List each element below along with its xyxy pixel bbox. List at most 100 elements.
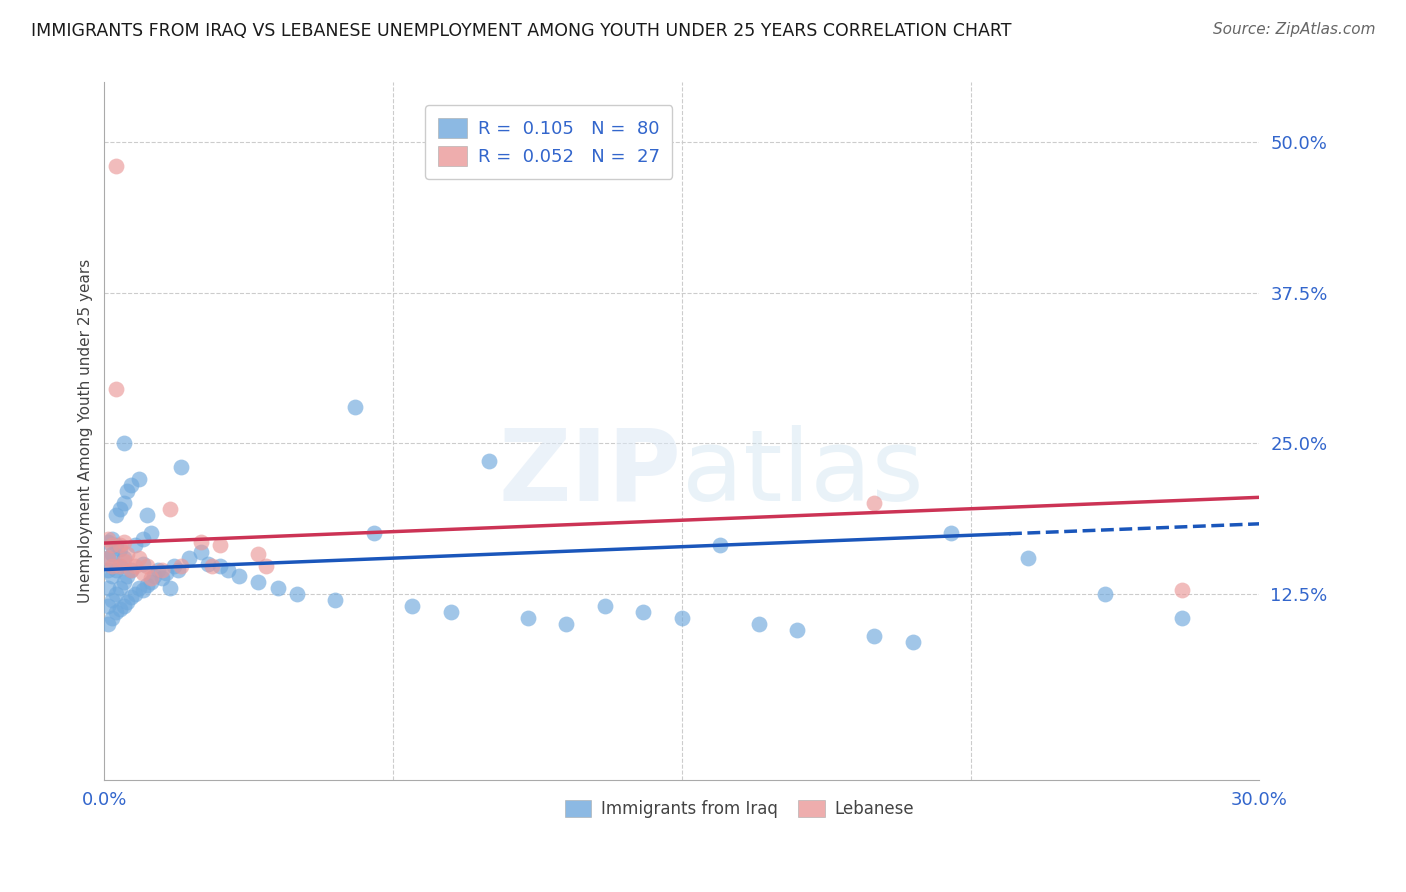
Point xyxy=(112,554,135,568)
Point xyxy=(120,478,142,492)
Point xyxy=(135,508,157,523)
Point xyxy=(97,550,120,565)
Point xyxy=(159,502,181,516)
Text: IMMIGRANTS FROM IRAQ VS LEBANESE UNEMPLOYMENT AMONG YOUTH UNDER 25 YEARS CORRELA: IMMIGRANTS FROM IRAQ VS LEBANESE UNEMPLO… xyxy=(31,22,1011,40)
Point xyxy=(112,496,135,510)
Point xyxy=(254,558,277,573)
Point xyxy=(1094,587,1116,601)
Point xyxy=(343,400,366,414)
Point xyxy=(120,563,142,577)
Point xyxy=(124,587,146,601)
Point xyxy=(97,599,120,613)
Point xyxy=(104,587,127,601)
Point xyxy=(101,547,124,561)
Point xyxy=(104,382,127,396)
Point xyxy=(190,534,212,549)
Point xyxy=(128,581,150,595)
Point xyxy=(112,436,135,450)
Text: ZIP: ZIP xyxy=(499,425,682,522)
Point xyxy=(163,558,186,573)
Point xyxy=(101,592,124,607)
Point xyxy=(748,616,770,631)
Point xyxy=(786,623,808,637)
Point xyxy=(228,568,250,582)
Point xyxy=(104,563,127,577)
Point xyxy=(112,550,135,565)
Point xyxy=(139,571,162,585)
Point xyxy=(117,484,139,499)
Point xyxy=(863,629,886,643)
Point xyxy=(108,502,131,516)
Point xyxy=(117,568,139,582)
Point xyxy=(139,574,162,589)
Point xyxy=(139,526,162,541)
Point xyxy=(128,550,150,565)
Point xyxy=(155,566,177,581)
Point xyxy=(325,592,347,607)
Point xyxy=(135,578,157,592)
Point xyxy=(101,539,124,553)
Point xyxy=(363,526,385,541)
Point xyxy=(285,587,308,601)
Point xyxy=(97,550,120,565)
Point xyxy=(201,558,224,573)
Point xyxy=(555,616,578,631)
Point xyxy=(97,563,120,577)
Point xyxy=(208,558,231,573)
Point xyxy=(148,563,170,577)
Point xyxy=(401,599,423,613)
Point xyxy=(132,533,155,547)
Point xyxy=(132,557,155,571)
Point xyxy=(863,496,886,510)
Point xyxy=(150,563,173,577)
Point xyxy=(97,581,120,595)
Point xyxy=(132,582,155,597)
Point xyxy=(266,581,288,595)
Point xyxy=(128,472,150,486)
Point xyxy=(104,539,127,553)
Point xyxy=(117,595,139,609)
Point xyxy=(97,534,120,549)
Point xyxy=(197,557,219,571)
Y-axis label: Unemployment Among Youth under 25 years: Unemployment Among Youth under 25 years xyxy=(79,259,93,603)
Point xyxy=(177,550,200,565)
Point xyxy=(112,534,135,549)
Point xyxy=(132,566,155,581)
Point xyxy=(633,605,655,619)
Point xyxy=(117,547,139,561)
Point xyxy=(516,611,538,625)
Point xyxy=(709,539,731,553)
Legend: Immigrants from Iraq, Lebanese: Immigrants from Iraq, Lebanese xyxy=(558,793,921,824)
Point xyxy=(101,611,124,625)
Point xyxy=(901,635,924,649)
Point xyxy=(101,533,124,547)
Text: Source: ZipAtlas.com: Source: ZipAtlas.com xyxy=(1212,22,1375,37)
Point xyxy=(1171,611,1194,625)
Point xyxy=(143,568,166,582)
Point xyxy=(1017,550,1039,565)
Point xyxy=(124,558,146,573)
Point xyxy=(671,611,693,625)
Point xyxy=(108,581,131,595)
Point xyxy=(112,599,135,613)
Point xyxy=(112,574,135,589)
Point xyxy=(1171,582,1194,597)
Point xyxy=(108,558,131,573)
Point xyxy=(104,159,127,173)
Point xyxy=(190,544,212,558)
Point xyxy=(104,605,127,619)
Point xyxy=(101,558,124,573)
Point xyxy=(104,508,127,523)
Point xyxy=(166,563,188,577)
Point xyxy=(440,605,463,619)
Point xyxy=(108,602,131,616)
Point xyxy=(217,563,239,577)
Point xyxy=(135,558,157,573)
Point xyxy=(101,568,124,582)
Point xyxy=(593,599,616,613)
Point xyxy=(941,526,963,541)
Point xyxy=(478,454,501,468)
Point xyxy=(247,547,270,561)
Point xyxy=(170,558,193,573)
Point xyxy=(159,581,181,595)
